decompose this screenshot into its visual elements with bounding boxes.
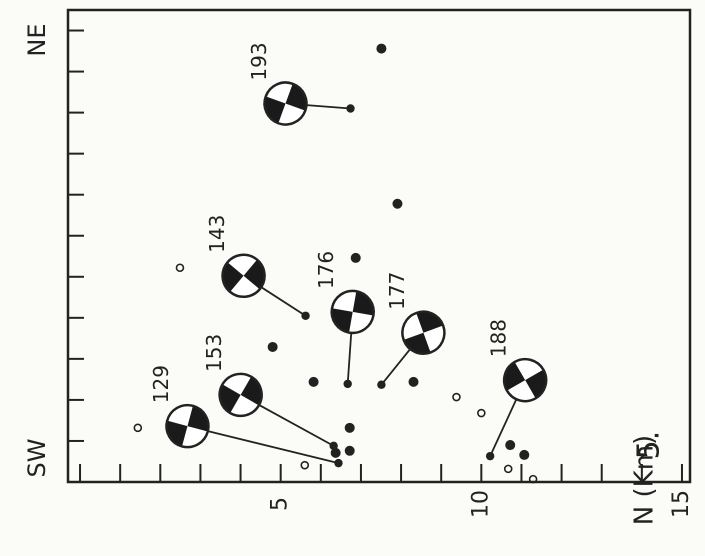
epicenter [301, 311, 310, 320]
beachball [218, 372, 263, 418]
x-tick-label: 5 [268, 497, 293, 511]
mechanism-label: 188 [487, 319, 511, 357]
beachball-outline [330, 289, 375, 335]
compression-quadrant [504, 361, 547, 399]
mechanism-label: 176 [314, 251, 338, 289]
mechanism-label: 129 [149, 365, 173, 403]
epicenter [346, 104, 355, 113]
beachball-outline [221, 253, 266, 299]
mechanism-label: 177 [385, 272, 409, 310]
epicenter [343, 379, 352, 389]
point [344, 422, 355, 433]
open-point [300, 460, 310, 470]
epicenter [485, 451, 495, 461]
point [392, 198, 403, 209]
mechanism-label: 153 [202, 334, 226, 372]
x-axis-label: N (Km) [630, 435, 660, 525]
mechanism-label: 193 [247, 42, 271, 80]
beachball [221, 253, 266, 299]
open-point [133, 423, 143, 433]
plot-frame [66, 8, 692, 484]
sw-label: SW [23, 439, 51, 478]
beachball [165, 403, 210, 449]
point [376, 43, 387, 54]
point [350, 252, 361, 263]
open-point [528, 474, 538, 484]
compression-quadrant [219, 376, 262, 414]
beachball [263, 81, 308, 126]
compression-quadrant [331, 291, 374, 333]
open-point [503, 464, 513, 474]
point [519, 449, 530, 460]
mechanism-label: 143 [205, 215, 229, 253]
connector [187, 425, 339, 464]
beachball-outline [502, 357, 548, 403]
beachball [401, 310, 446, 355]
beachball-outline [165, 403, 210, 449]
compression-quadrant [403, 311, 444, 354]
compression-quadrant [222, 259, 265, 292]
compression-quadrant [264, 83, 307, 124]
beachball-outline [263, 81, 308, 126]
ne-label: NE [23, 23, 51, 56]
figure-label: 5. [632, 431, 667, 460]
open-point [477, 408, 486, 418]
point [308, 376, 319, 387]
open-point [175, 263, 185, 273]
beachball [502, 357, 548, 403]
open-point [452, 392, 461, 402]
point [344, 445, 355, 456]
epicenter [334, 458, 343, 468]
x-tick-label: 15 [669, 490, 694, 518]
x-tick-label: 10 [468, 490, 493, 518]
compression-quadrant [166, 405, 209, 447]
point [408, 376, 419, 387]
beachball-outline [218, 372, 263, 418]
epicenter [377, 380, 386, 389]
beachball [330, 289, 375, 335]
point [267, 341, 278, 352]
beachball-outline [401, 310, 446, 355]
point [505, 440, 516, 451]
epicenter [329, 441, 338, 451]
